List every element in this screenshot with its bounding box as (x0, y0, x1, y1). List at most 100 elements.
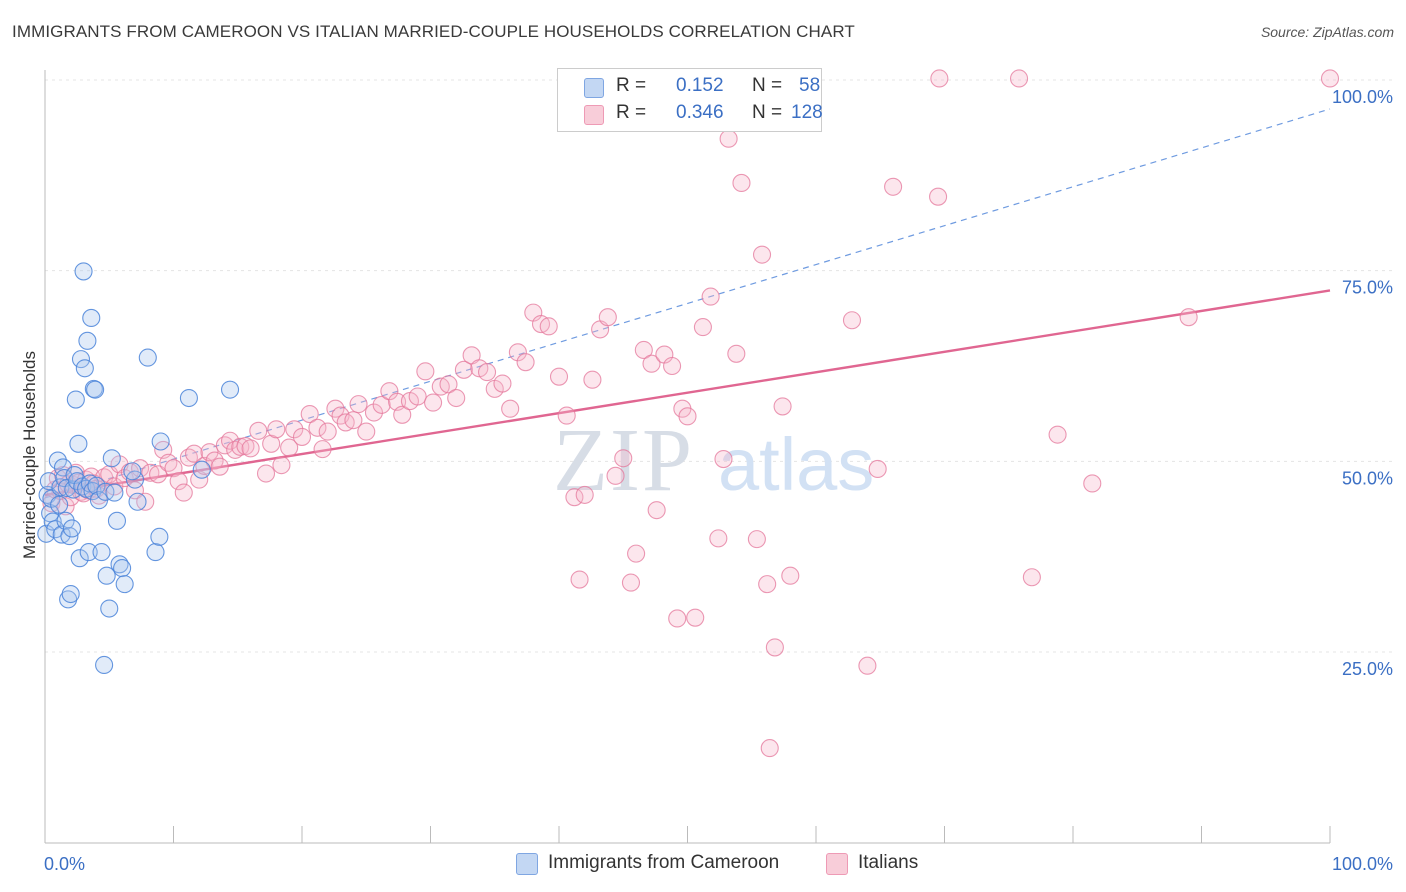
cameroon-point (84, 379, 103, 398)
bottom-legend-swatch-italians (826, 853, 848, 875)
italians-point (598, 308, 617, 327)
italians-point (393, 405, 412, 424)
italians-point (719, 129, 738, 148)
italians-point (752, 245, 772, 264)
cameroon-point (66, 390, 85, 409)
cameroon-points (37, 262, 240, 675)
cameroon-point (70, 549, 89, 568)
italians-point (210, 457, 229, 476)
cameroon-point (39, 472, 58, 491)
cameroon-point (86, 380, 105, 399)
x-tick-label: 0.0% (44, 854, 85, 874)
legend-n-label: N = (752, 102, 783, 123)
y-axis-label: Married-couple Households (20, 351, 39, 559)
italians-point (136, 492, 155, 511)
italians-point (884, 177, 903, 196)
source-label: Source: ZipAtlas.com (1260, 24, 1394, 40)
italians-point (614, 449, 633, 468)
italians-point (858, 656, 877, 675)
italians-point (929, 187, 948, 206)
italians-point (773, 397, 792, 416)
italians-point (226, 440, 245, 459)
italians-point (557, 406, 576, 425)
legend-swatch-italians (584, 105, 604, 125)
italians-point (308, 418, 327, 437)
italians-point (606, 466, 625, 485)
legend-r-label: R = (616, 75, 647, 96)
italians-point (583, 370, 602, 389)
bottom-legend-label-cameroon: Immigrants from Cameroon (548, 852, 780, 873)
italians-point (1179, 308, 1198, 327)
cameroon-point (62, 519, 82, 538)
italians-point (300, 404, 319, 424)
cameroon-point (92, 543, 111, 562)
cameroon-point (150, 527, 169, 546)
italians-point (781, 566, 800, 585)
italians-point (292, 427, 312, 446)
cameroon-point (69, 434, 88, 453)
italians-point (575, 485, 594, 504)
y-tick-label: 50.0% (1342, 468, 1393, 488)
cameroon-point (179, 388, 198, 408)
cameroon-point (138, 348, 157, 367)
italians-point (868, 459, 887, 479)
cameroon-point (146, 543, 165, 562)
italians-point (627, 544, 646, 563)
italians-point (758, 575, 777, 594)
italians-point (344, 411, 363, 430)
cameroon-point (95, 655, 114, 675)
cameroon-point (79, 543, 98, 562)
cameroon-point (123, 462, 142, 481)
y-tick-label: 75.0% (1342, 278, 1393, 298)
cameroon-point (78, 331, 97, 350)
axes (44, 70, 1331, 844)
italians-point (501, 399, 520, 418)
italians-point (1022, 568, 1041, 587)
italians-point (1048, 425, 1067, 444)
italians-point (372, 395, 391, 414)
italians-point (56, 497, 75, 516)
italians-point (642, 354, 661, 373)
italians-point (149, 465, 168, 484)
italians-point (647, 501, 666, 520)
italians-point (714, 449, 733, 469)
italians-point (318, 422, 337, 441)
italians-point (668, 609, 687, 628)
italians-point (249, 421, 268, 440)
legend-r-value-italians: 0.346 (676, 102, 724, 123)
italians-point (285, 420, 304, 439)
italians-point (701, 287, 720, 306)
correlation-legend: R = 0.152 N = 58 R = 0.346 N = 128 (557, 68, 823, 132)
italians-point (241, 439, 260, 458)
italians-point (760, 739, 779, 758)
cameroon-point (74, 262, 93, 281)
italians-point (678, 407, 697, 426)
italians-point (765, 638, 784, 657)
italians-point (747, 530, 766, 549)
cameroon-point (52, 525, 71, 544)
italians-point (516, 353, 535, 372)
italians-point (1009, 69, 1029, 88)
trend-lines (44, 108, 1331, 499)
legend-n-label: N = (752, 75, 783, 96)
italians-point (185, 444, 204, 463)
italians-point (570, 570, 589, 589)
italians-point (408, 387, 427, 406)
cameroon-point (75, 359, 94, 378)
bottom-legend-label-italians: Italians (858, 852, 919, 873)
italians-point (357, 422, 376, 441)
italians-point (42, 494, 61, 513)
italians-point (686, 608, 705, 627)
cameroon-point (71, 350, 91, 369)
cameroon-point (113, 559, 132, 578)
y-tick-label: 100.0% (1332, 87, 1393, 107)
italians-point (539, 317, 558, 336)
italians-points (42, 69, 1340, 758)
italians-point (349, 395, 368, 414)
italians-trend-line (44, 289, 1331, 497)
italians-point (262, 434, 281, 453)
italians-point (174, 483, 193, 502)
cameroon-trend-line (44, 108, 1331, 499)
italians-point (477, 363, 497, 382)
